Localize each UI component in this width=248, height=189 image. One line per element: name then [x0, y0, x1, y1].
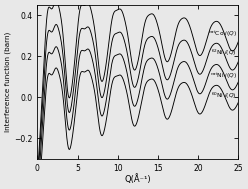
Y-axis label: Interference function (barn): Interference function (barn) [5, 32, 11, 132]
Text: $^{nat}$Co $i(Q)$: $^{nat}$Co $i(Q)$ [208, 29, 237, 39]
Text: $^{nat}$Ni $i(Q)$: $^{nat}$Ni $i(Q)$ [210, 71, 237, 81]
X-axis label: Q(Å⁻¹): Q(Å⁻¹) [124, 174, 151, 184]
Text: $^{60}$Ni $i(Q)$: $^{60}$Ni $i(Q)$ [211, 91, 237, 101]
Text: $^{62}$Ni $i(Q)$: $^{62}$Ni $i(Q)$ [211, 48, 237, 58]
